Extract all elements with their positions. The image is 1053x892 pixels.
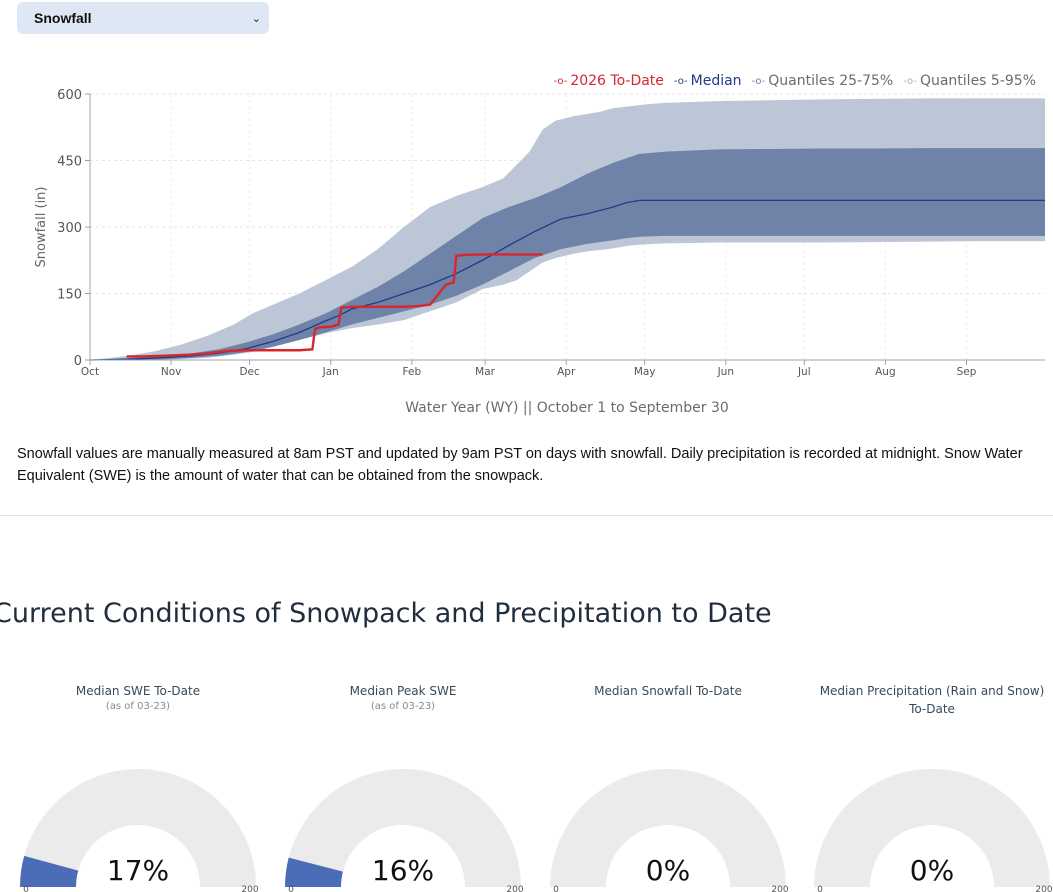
gauge-title: Median SWE To-Date (as of 03-23) <box>18 682 258 714</box>
gauge-title: Median Precipitation (Rain and Snow) To-… <box>812 682 1052 718</box>
x-tick-label: Sep <box>957 366 977 378</box>
gauge-track <box>814 769 1050 887</box>
gauge-chart: 0% 0 200 <box>550 769 789 892</box>
gauge-min-label: 0 <box>288 885 294 892</box>
variable-select-value: Snowfall <box>34 10 92 26</box>
gauge-title-text: Median SWE To-Date <box>75 684 201 698</box>
gauge-title: Median Peak SWE (as of 03-23) <box>283 682 523 714</box>
gauge-chart: 16% 0 200 <box>285 769 524 892</box>
data-note: Snowfall values are manually measured at… <box>17 446 1023 484</box>
gauge-chart: 0% 0 200 <box>814 769 1053 892</box>
x-tick-label: May <box>634 366 656 378</box>
gauge-min-label: 0 <box>23 885 29 892</box>
gauge-min-label: 0 <box>553 885 559 892</box>
y-tick-label: 450 <box>57 155 82 170</box>
snowfall-chart: 0 150 300 450 600 Oct Nov Dec Jan Feb Mar Apr May Jun… <box>34 88 1045 378</box>
gauge-fill <box>20 855 79 887</box>
gauge-max-label: 200 <box>506 885 523 892</box>
chevron-down-icon: ⌄ <box>251 11 261 25</box>
x-tick-label: Aug <box>875 366 896 378</box>
legend-item[interactable]: -o- Median <box>674 73 742 89</box>
legend-label: Quantiles 5-95% <box>919 73 1036 89</box>
x-tick-label: Jan <box>322 366 339 378</box>
y-axis-title: Snowfall (in) <box>34 187 49 268</box>
gauge-fill <box>285 857 343 887</box>
legend-item[interactable]: -o- 2026 To-Date <box>554 73 664 89</box>
gauge-title: Median Snowfall To-Date <box>548 682 788 700</box>
line-2026-to-date <box>126 253 543 358</box>
gauge-track <box>20 769 256 887</box>
gauge-min-label: 0 <box>817 885 823 892</box>
legend-marker-icon: -o- <box>553 75 568 87</box>
legend-label: 2026 To-Date <box>570 73 664 89</box>
gauge-max-label: 200 <box>1035 885 1052 892</box>
gauge-value: 17% <box>107 854 169 887</box>
x-tick-label: Feb <box>403 366 422 378</box>
chart-legend: -o- 2026 To-Date -o- Median -o- Quantiles 25-… <box>554 73 1036 89</box>
gauge-value: 16% <box>372 854 434 887</box>
gauge-title-text: Median Snowfall To-Date <box>594 684 742 698</box>
x-tick-label: Mar <box>475 366 495 378</box>
gauge-title-text: Median Peak SWE <box>349 684 457 698</box>
x-tick-label: Nov <box>161 366 182 378</box>
section-title: Current Conditions of Snowpack and Preci… <box>0 598 772 629</box>
legend-marker-icon: -o- <box>673 75 688 87</box>
gauge-track <box>550 769 786 887</box>
x-tick-label: Jun <box>717 366 734 378</box>
gauge-max-label: 200 <box>241 885 258 892</box>
y-tick-label: 150 <box>57 288 82 303</box>
legend-marker-icon: -o- <box>751 75 766 87</box>
y-tick-label: 300 <box>57 221 82 236</box>
gauge-subtitle: (as of 03-23) <box>105 701 171 712</box>
gauge-chart: 17% 0 200 <box>20 769 259 892</box>
legend-marker-icon: -o- <box>903 75 917 87</box>
gauge-value: 0% <box>910 854 954 887</box>
variable-select[interactable]: Snowfall ⌄ <box>17 2 269 34</box>
y-tick-label: 0 <box>74 354 82 369</box>
x-tick-label: Oct <box>81 366 99 378</box>
gauge-max-label: 200 <box>771 885 788 892</box>
gauge-value: 0% <box>646 854 690 887</box>
legend-item[interactable]: -o- Quantiles 5-95% <box>903 73 1036 89</box>
legend-label: Quantiles 25-75% <box>768 73 894 89</box>
x-tick-label: Jul <box>797 366 811 378</box>
x-axis-title: Water Year (WY) || October 1 to Septembe… <box>405 400 729 416</box>
gauge-subtitle: (as of 03-23) <box>370 701 436 712</box>
gauge-title-text: Median Precipitation (Rain and Snow) To-… <box>819 684 1045 716</box>
band-quantiles-25-75- <box>90 148 1045 360</box>
section-divider <box>0 515 1053 516</box>
x-tick-label: Apr <box>557 366 576 378</box>
y-tick-label: 600 <box>57 88 82 103</box>
gauge-track <box>285 769 521 887</box>
legend-item[interactable]: -o- Quantiles 25-75% <box>752 73 894 89</box>
legend-label: Median <box>690 73 742 89</box>
x-tick-label: Dec <box>239 366 260 378</box>
